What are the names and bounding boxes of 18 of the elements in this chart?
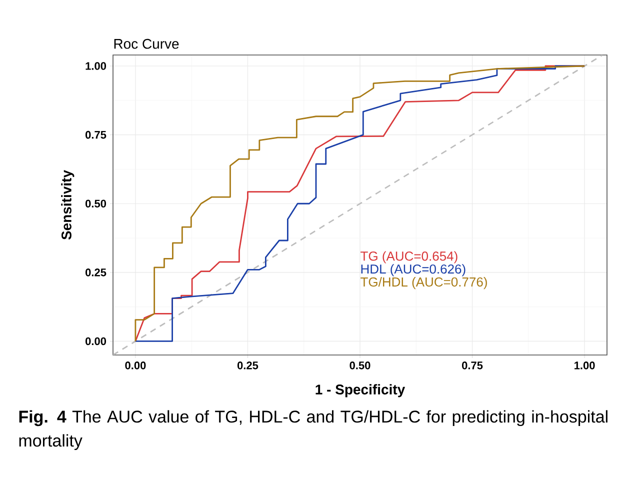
text: HDL (AUC=0.626) xyxy=(361,264,466,276)
text: Fig. 4 The AUC value of TG, HDL-C and TG/HDL-C for predicting in-hospital mortality xyxy=(19,410,608,450)
chart-title: Roc Curve xyxy=(114,38,179,49)
x-axis-title: 1 - Specificity xyxy=(316,384,406,398)
y-tick-label: 1.00 xyxy=(86,62,106,70)
y-axis-title: Sensitivity xyxy=(61,170,74,240)
y-tick-label: 0.75 xyxy=(86,130,106,139)
x-tick-label: 0.50 xyxy=(350,362,370,370)
x-tick-label: 1.00 xyxy=(574,362,595,370)
y-tick-label: 0.50 xyxy=(86,200,106,208)
line-series xyxy=(134,65,586,342)
text: TG (AUC=0.654) xyxy=(360,251,458,264)
x-tick-label: 0.00 xyxy=(125,362,146,370)
text: TG/HDL (AUC=0.776) xyxy=(360,277,487,290)
y-tick-label: 0.25 xyxy=(86,268,106,276)
x-tick-label: 0.25 xyxy=(237,362,258,370)
y-tick-label: 0.00 xyxy=(86,337,106,346)
x-tick-label: 0.75 xyxy=(462,362,483,370)
